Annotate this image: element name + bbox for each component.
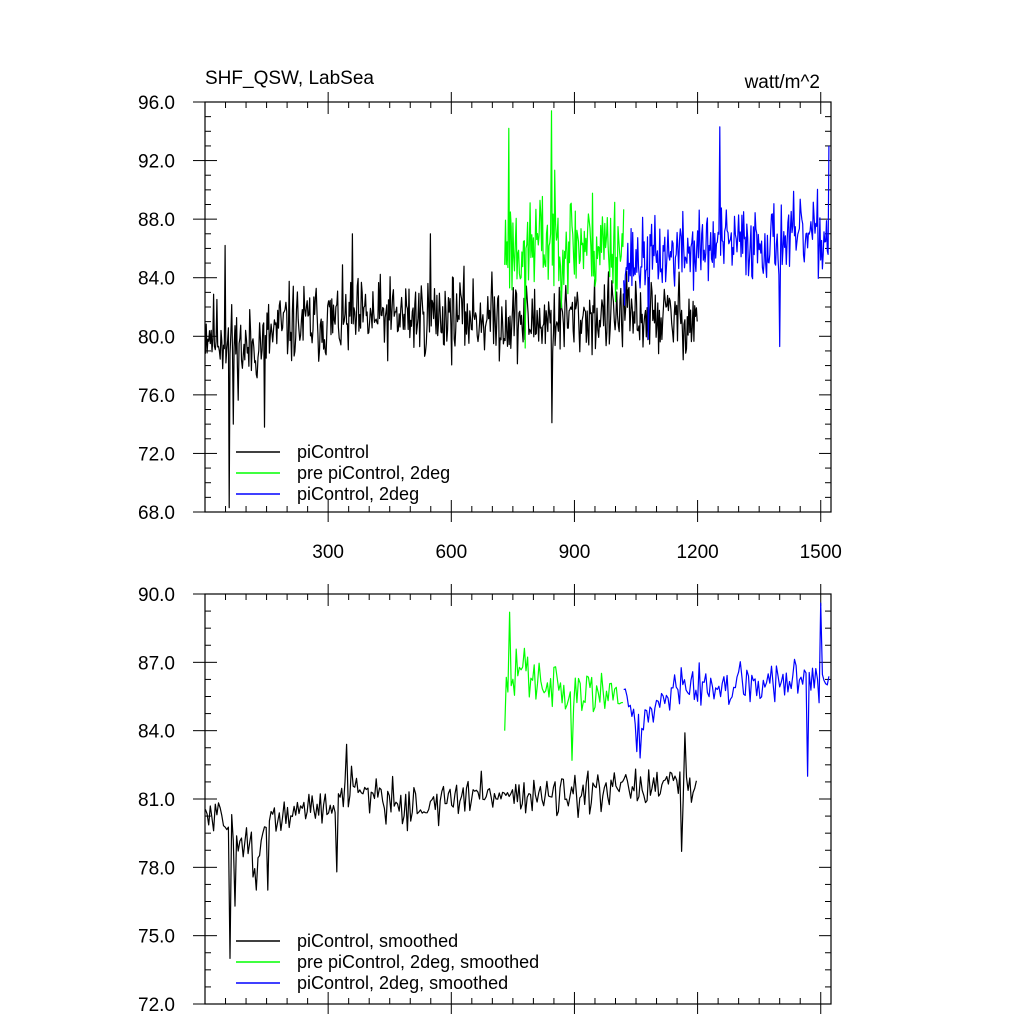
legend-label: pre piControl, 2deg, smoothed xyxy=(297,952,539,972)
series-line-1 xyxy=(504,611,623,761)
units-label: watt/m^2 xyxy=(744,72,820,93)
y-tick-label: 75.0 xyxy=(138,927,175,948)
bottom-plot-area: 72.0 75.0 78.0 81.0 84.0 87.0 90.0 piControl, s… xyxy=(138,584,831,1016)
series-line-2 xyxy=(623,602,830,777)
legend-label: piControl, 2deg, smoothed xyxy=(297,973,508,993)
series-line-0 xyxy=(205,732,697,959)
x-tick-label: 1500 xyxy=(800,542,842,563)
legend-label: piControl xyxy=(297,442,369,462)
x-tick-label: 600 xyxy=(435,542,467,563)
y-tick-label: 90.0 xyxy=(138,585,175,606)
chart-title: SHF_QSW, LabSea xyxy=(205,68,374,89)
y-tick-label: 87.0 xyxy=(138,653,175,674)
legend-label: piControl, 2deg xyxy=(297,484,419,504)
x-tick-label: 900 xyxy=(559,542,591,563)
y-tick-label: 72.0 xyxy=(138,995,175,1016)
x-tick-label: 1200 xyxy=(676,542,718,563)
y-tick-label: 88.0 xyxy=(138,210,175,231)
top-plot-area: 68.0 72.0 76.0 80.0 84.0 88.0 92.0 96.0 300 600 90… xyxy=(138,92,842,563)
bottom-plot-frame xyxy=(204,593,832,1005)
series-line-2 xyxy=(623,126,830,348)
y-tick-label: 92.0 xyxy=(138,152,175,173)
y-tick-label: 84.0 xyxy=(138,722,175,743)
y-tick-label: 76.0 xyxy=(138,386,175,407)
top-plot-frame xyxy=(204,101,832,513)
top-panel: SHF_QSW, LabSea watt/m^2 68.0 72.0 76.0 80.… xyxy=(138,68,842,563)
y-tick-label: 80.0 xyxy=(138,327,175,348)
y-tick-label: 72.0 xyxy=(138,444,175,465)
series-line-1 xyxy=(504,110,625,349)
legend-label: piControl, smoothed xyxy=(297,931,458,951)
bottom-panel: 72.0 75.0 78.0 81.0 84.0 87.0 90.0 piControl, s… xyxy=(138,584,832,1016)
x-tick-label: 300 xyxy=(312,542,344,563)
y-tick-label: 68.0 xyxy=(138,503,175,524)
legend-label: pre piControl, 2deg xyxy=(297,463,450,483)
y-tick-label: 81.0 xyxy=(138,790,175,811)
y-tick-label: 84.0 xyxy=(138,269,175,290)
y-tick-label: 78.0 xyxy=(138,858,175,879)
y-tick-label: 96.0 xyxy=(138,93,175,114)
series-line-0 xyxy=(205,233,698,509)
